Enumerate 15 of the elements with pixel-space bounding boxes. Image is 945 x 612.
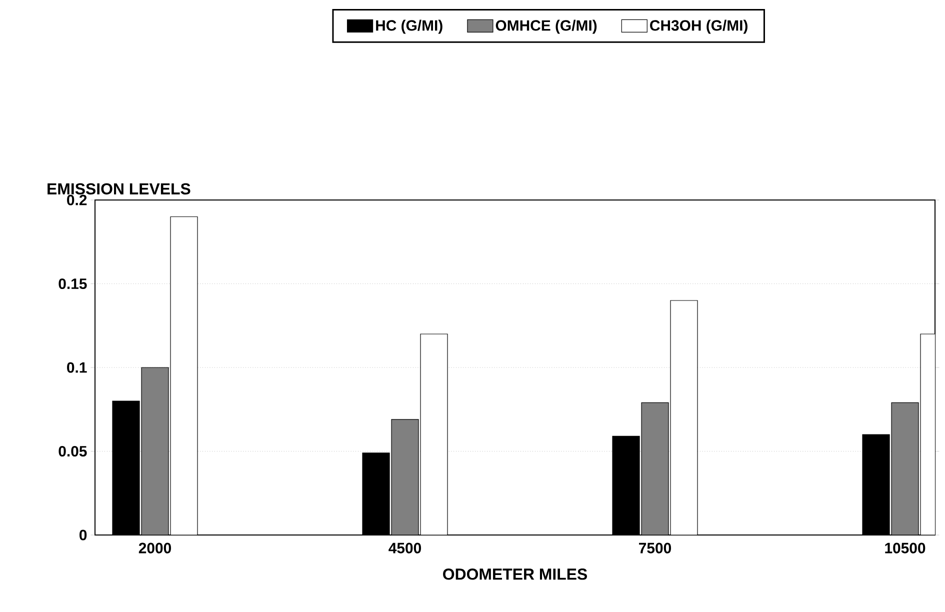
x-tick-label: 4500 bbox=[388, 542, 421, 554]
bar bbox=[391, 419, 419, 535]
y-axis-title: EMISSION LEVELS bbox=[48, 183, 190, 194]
x-tick-label: 7500 bbox=[639, 542, 671, 554]
y-tick-label: 0.15 bbox=[58, 278, 87, 290]
y-tick-label: 0.1 bbox=[67, 362, 87, 373]
legend-label: HC (G/MI) bbox=[376, 20, 442, 34]
legend-label: CH3OH (G/MI) bbox=[650, 20, 748, 34]
y-tick-label: 0.05 bbox=[58, 446, 87, 457]
x-axis-title: ODOMETER MILES bbox=[443, 568, 587, 580]
y-tick-label: 0.2 bbox=[67, 194, 87, 206]
legend-label: OMHCE (G/MI) bbox=[496, 20, 597, 34]
y-tick-label: 0 bbox=[80, 530, 87, 540]
x-tick-label: 10500 bbox=[885, 542, 926, 554]
x-tick-label: 2000 bbox=[138, 542, 171, 554]
